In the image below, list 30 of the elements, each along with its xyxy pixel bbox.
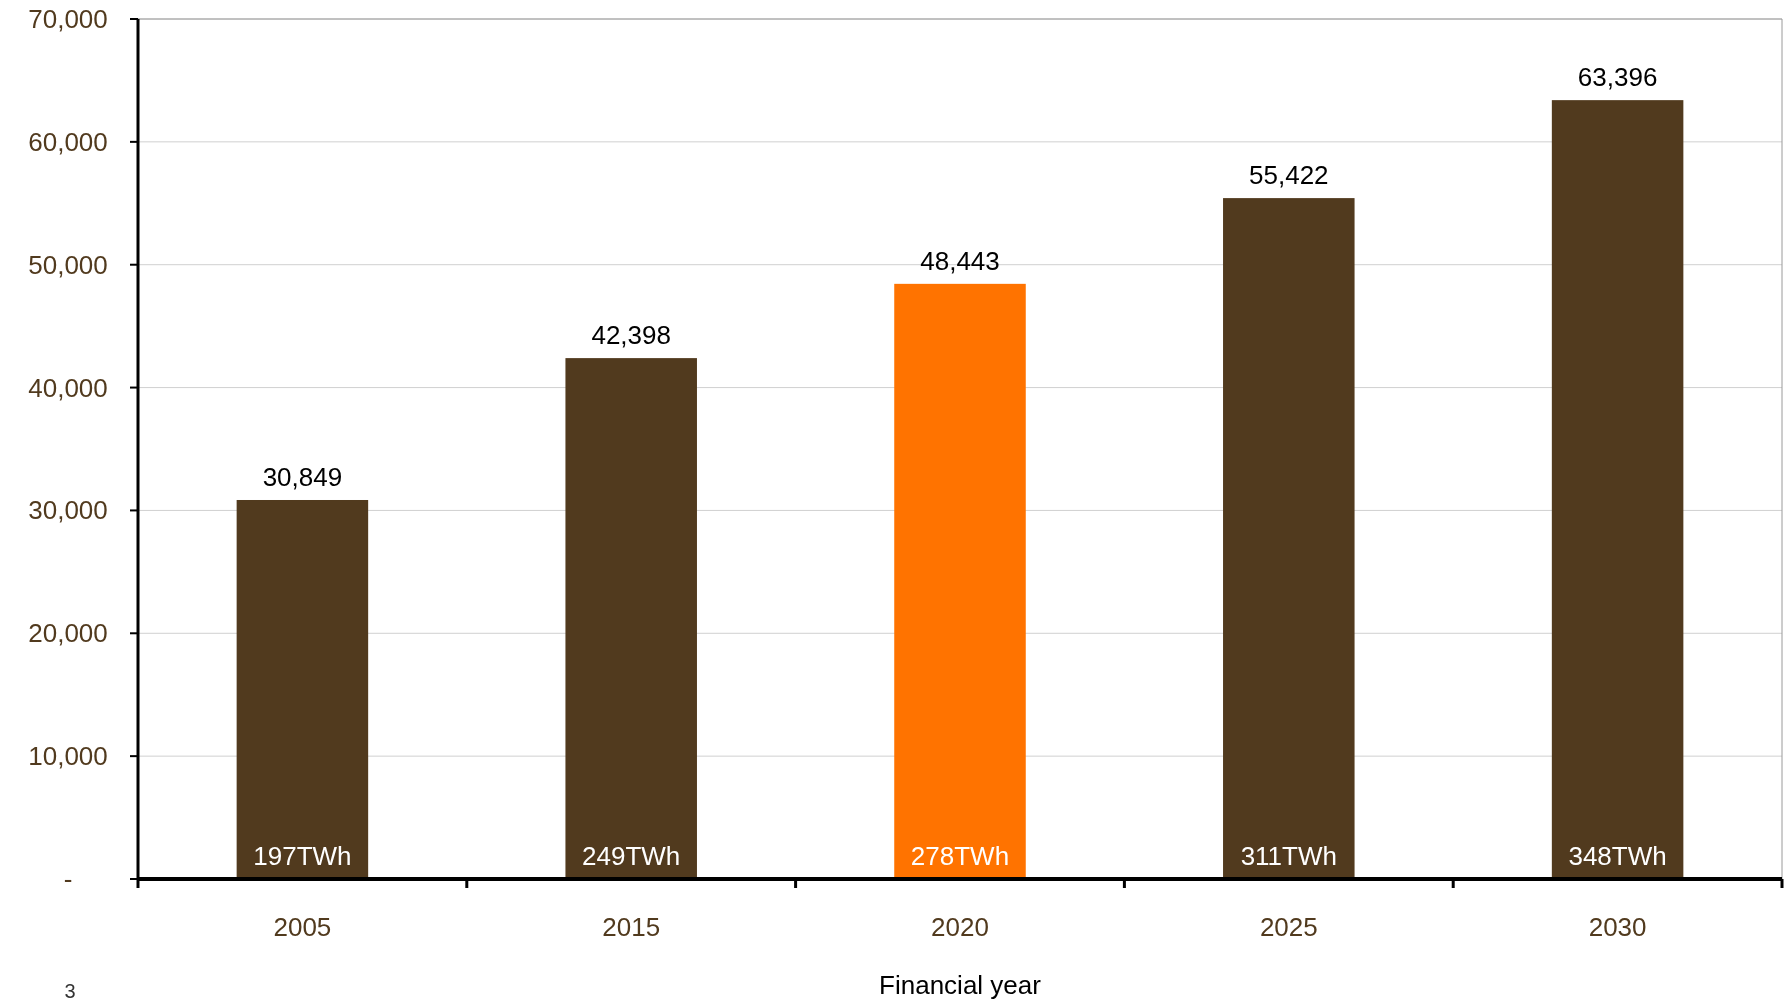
text: 3 (64, 980, 76, 1002)
annotation: 348TWh (1568, 841, 1667, 871)
data-label: 30,849 (262, 462, 343, 492)
bar (1551, 100, 1684, 879)
x-tick-label: 2005 (273, 912, 332, 942)
y-tick-label: 40,000 (28, 372, 108, 403)
bar (565, 358, 697, 879)
y-tick-label: 60,000 (28, 126, 108, 157)
data-label: 42,398 (591, 320, 671, 351)
bar (894, 283, 1026, 879)
bar (236, 500, 369, 879)
x-tick-label: 2025 (1259, 912, 1318, 942)
annotation: 249TWh (582, 841, 681, 871)
x-tick-label: 2020 (931, 912, 989, 942)
data-label: 63,396 (1577, 62, 1658, 93)
annotation: 311TWh (1240, 841, 1337, 871)
y-tick-label: - (63, 864, 73, 894)
y-tick-label: 20,000 (28, 618, 108, 649)
y-tick-label: 50,000 (28, 249, 108, 280)
x-tick-label: 2030 (1588, 912, 1647, 942)
x-tick-label: 2015 (602, 912, 661, 942)
x-axis-title: Financial year (879, 970, 1042, 1000)
data-label: 55,422 (1249, 160, 1329, 191)
y-tick-label: 30,000 (28, 495, 108, 526)
annotation: 197TWh (253, 841, 352, 871)
annotation: 278TWh (910, 841, 1010, 871)
data-label: 48,443 (920, 245, 1000, 276)
bar (1223, 198, 1355, 879)
y-tick-label: 10,000 (28, 741, 108, 772)
y-tick-label: 70,000 (28, 4, 108, 34)
